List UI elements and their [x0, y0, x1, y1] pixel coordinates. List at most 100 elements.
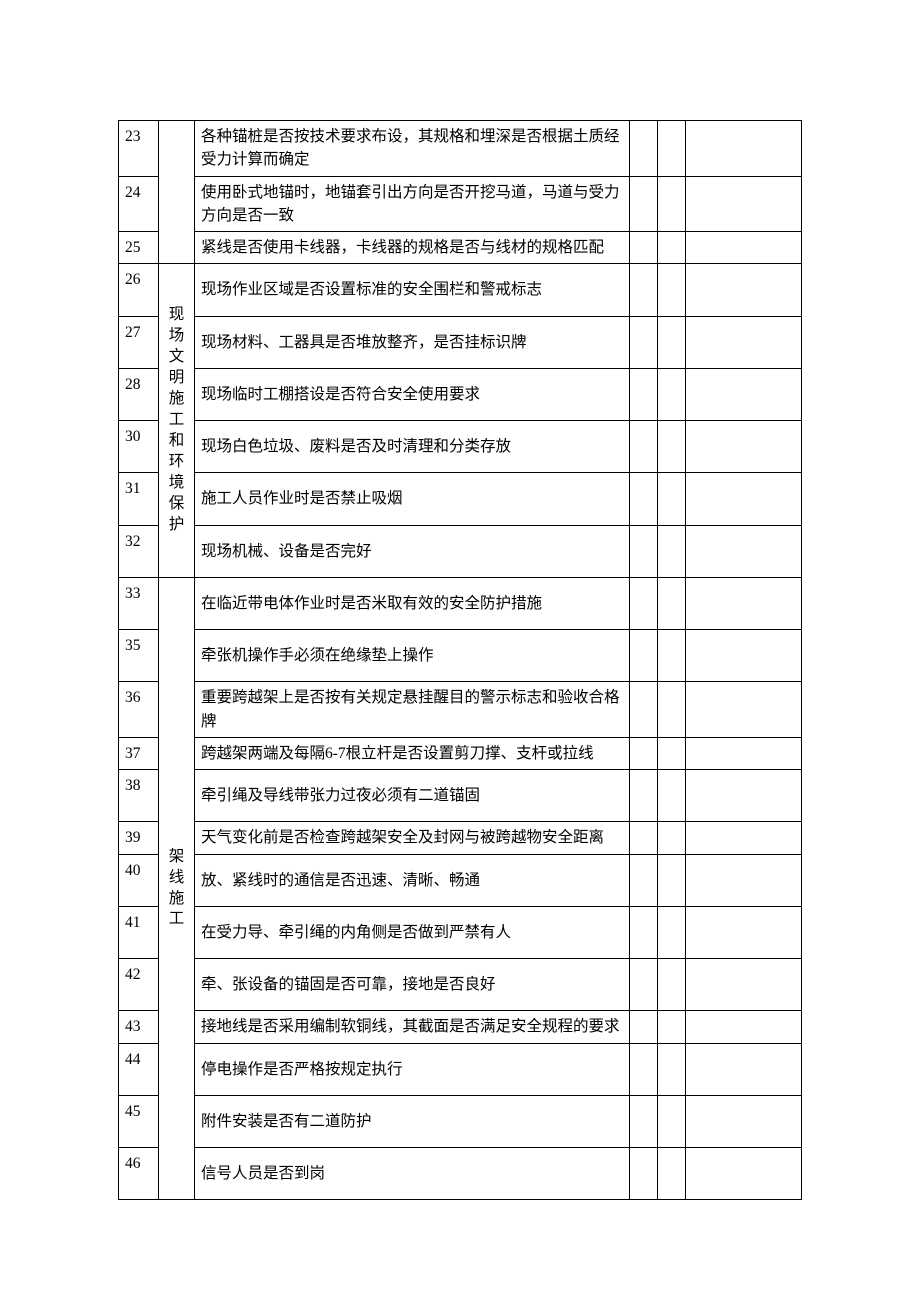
table-row: 36 重要跨越架上是否按有关规定悬挂醒目的警示标志和验收合格牌 [119, 682, 802, 738]
table-row: 32 现场机械、设备是否完好 [119, 525, 802, 577]
check-col-2 [658, 682, 686, 738]
description-cell: 跨越架两端及每隔6-7根立杆是否设置剪刀撑、支杆或拉线 [195, 737, 630, 769]
check-col-2 [658, 770, 686, 822]
description-cell: 在临近带电体作业时是否米取有效的安全防护措施 [195, 577, 630, 629]
description-cell: 现场机械、设备是否完好 [195, 525, 630, 577]
check-col-1 [630, 1095, 658, 1147]
row-number: 33 [119, 577, 159, 629]
check-col-1 [630, 368, 658, 420]
check-col-2 [658, 316, 686, 368]
description-cell: 牵引绳及导线带张力过夜必须有二道锚固 [195, 770, 630, 822]
check-col-3 [686, 822, 802, 854]
check-col-3 [686, 959, 802, 1011]
row-number: 37 [119, 737, 159, 769]
check-col-3 [686, 176, 802, 232]
table-row: 30现场白色垃圾、废料是否及时清理和分类存放 [119, 421, 802, 473]
check-col-3 [686, 525, 802, 577]
table-row: 33架线施工在临近带电体作业时是否米取有效的安全防护措施 [119, 577, 802, 629]
row-number: 42 [119, 959, 159, 1011]
check-col-2 [658, 959, 686, 1011]
check-col-2 [658, 906, 686, 958]
table-row: 26现场文明施工和环境保护现场作业区域是否设置标准的安全围栏和警戒标志 [119, 264, 802, 316]
check-col-1 [630, 473, 658, 525]
table-row: 35牵张机操作手必须在绝缘垫上操作 [119, 630, 802, 682]
row-number: 36 [119, 682, 159, 738]
check-col-1 [630, 121, 658, 177]
table-row: 23 各种锚桩是否按技术要求布设，其规格和埋深是否根据土质经受力计算而确定 [119, 121, 802, 177]
table-row: 28 现场临时工棚搭设是否符合安全使用要求 [119, 368, 802, 420]
check-col-2 [658, 473, 686, 525]
row-number: 32 [119, 525, 159, 577]
table-row: 43 接地线是否采用编制软铜线，其截面是否满足安全规程的要求 [119, 1011, 802, 1043]
table-row: 27现场材料、工器具是否堆放整齐，是否挂标识牌 [119, 316, 802, 368]
check-col-3 [686, 630, 802, 682]
row-number: 46 [119, 1148, 159, 1200]
table-row: 37 跨越架两端及每隔6-7根立杆是否设置剪刀撑、支杆或拉线 [119, 737, 802, 769]
row-number: 41 [119, 906, 159, 958]
check-col-3 [686, 1043, 802, 1095]
row-number: 23 [119, 121, 159, 177]
row-number: 31 [119, 473, 159, 525]
table-row: 45附件安装是否有二道防护 [119, 1095, 802, 1147]
check-col-3 [686, 737, 802, 769]
table-row: 46 信号人员是否到岗 [119, 1148, 802, 1200]
description-cell: 接地线是否采用编制软铜线，其截面是否满足安全规程的要求 [195, 1011, 630, 1043]
check-col-1 [630, 421, 658, 473]
description-cell: 现场作业区域是否设置标准的安全围栏和警戒标志 [195, 264, 630, 316]
check-col-2 [658, 577, 686, 629]
check-col-1 [630, 1148, 658, 1200]
description-cell: 天气变化前是否检查跨越架安全及封网与被跨越物安全距离 [195, 822, 630, 854]
check-col-1 [630, 906, 658, 958]
check-col-3 [686, 368, 802, 420]
check-col-3 [686, 1148, 802, 1200]
check-col-3 [686, 854, 802, 906]
check-col-1 [630, 770, 658, 822]
check-col-3 [686, 906, 802, 958]
check-col-1 [630, 822, 658, 854]
row-number: 28 [119, 368, 159, 420]
check-col-3 [686, 264, 802, 316]
check-col-3 [686, 316, 802, 368]
description-cell: 现场材料、工器具是否堆放整齐，是否挂标识牌 [195, 316, 630, 368]
check-col-2 [658, 121, 686, 177]
check-col-1 [630, 854, 658, 906]
description-cell: 重要跨越架上是否按有关规定悬挂醒目的警示标志和验收合格牌 [195, 682, 630, 738]
checklist-table: 23 各种锚桩是否按技术要求布设，其规格和埋深是否根据土质经受力计算而确定 24 使用… [118, 120, 802, 1200]
check-col-1 [630, 525, 658, 577]
check-col-2 [658, 368, 686, 420]
category-label: 架线施工 [165, 847, 188, 931]
table-row: 40放、紧线时的通信是否迅速、清晰、畅通 [119, 854, 802, 906]
check-col-2 [658, 525, 686, 577]
check-col-3 [686, 1095, 802, 1147]
check-col-3 [686, 232, 802, 264]
check-col-3 [686, 1011, 802, 1043]
check-col-3 [686, 682, 802, 738]
description-cell: 各种锚桩是否按技术要求布设，其规格和埋深是否根据土质经受力计算而确定 [195, 121, 630, 177]
row-number: 45 [119, 1095, 159, 1147]
row-number: 43 [119, 1011, 159, 1043]
description-cell: 现场临时工棚搭设是否符合安全使用要求 [195, 368, 630, 420]
table-row: 38牵引绳及导线带张力过夜必须有二道锚固 [119, 770, 802, 822]
check-col-3 [686, 770, 802, 822]
row-number: 26 [119, 264, 159, 316]
category-label: 现场文明施工和环境保护 [165, 305, 188, 535]
row-number: 44 [119, 1043, 159, 1095]
check-col-1 [630, 682, 658, 738]
check-col-3 [686, 421, 802, 473]
category-cell: 现场文明施工和环境保护 [159, 264, 195, 578]
check-col-2 [658, 176, 686, 232]
table-row: 25紧线是否使用卡线器，卡线器的规格是否与线材的规格匹配 [119, 232, 802, 264]
description-cell: 牵、张设备的锚固是否可靠，接地是否良好 [195, 959, 630, 1011]
check-col-2 [658, 1148, 686, 1200]
check-col-2 [658, 264, 686, 316]
check-col-2 [658, 421, 686, 473]
check-col-3 [686, 577, 802, 629]
row-number: 39 [119, 822, 159, 854]
description-cell: 信号人员是否到岗 [195, 1148, 630, 1200]
check-col-1 [630, 176, 658, 232]
description-cell: 施工人员作业时是否禁止吸烟 [195, 473, 630, 525]
description-cell: 使用卧式地锚时，地锚套引出方向是否开挖马道，马道与受力方向是否一致 [195, 176, 630, 232]
row-number: 24 [119, 176, 159, 232]
table-row: 39 天气变化前是否检查跨越架安全及封网与被跨越物安全距离 [119, 822, 802, 854]
description-cell: 停电操作是否严格按规定执行 [195, 1043, 630, 1095]
